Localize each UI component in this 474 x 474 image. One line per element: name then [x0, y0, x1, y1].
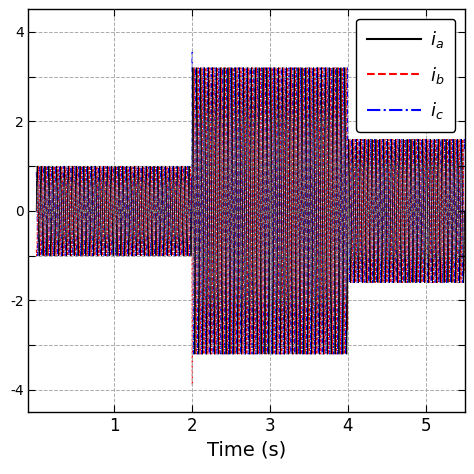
Legend: $i_a$, $i_b$, $i_c$: $i_a$, $i_b$, $i_c$: [356, 18, 456, 132]
X-axis label: Time (s): Time (s): [207, 441, 286, 460]
